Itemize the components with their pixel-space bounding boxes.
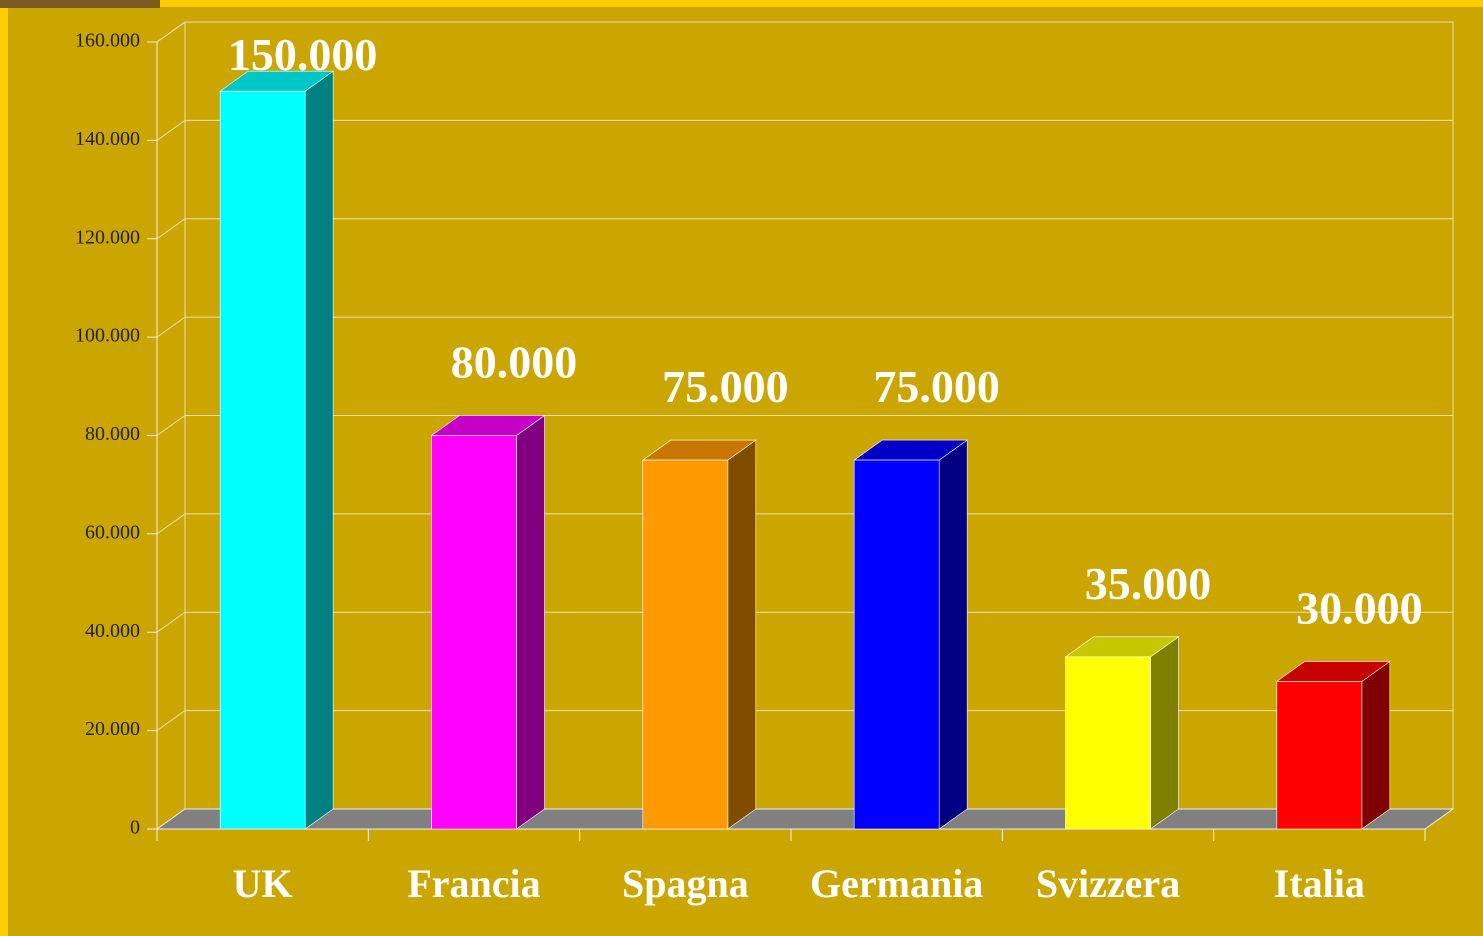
y-tick-label: 80.000 [85, 423, 140, 445]
corner-image [0, 0, 160, 8]
value-label: 80.000 [451, 337, 578, 388]
bar-side [938, 439, 968, 830]
grid-line [156, 710, 186, 732]
y-tick-label: 140.000 [75, 128, 140, 150]
grid-line [156, 21, 186, 43]
value-label: 30.000 [1296, 582, 1423, 633]
value-label: 150.000 [228, 29, 378, 80]
bar [1065, 656, 1151, 830]
y-tick-label: 100.000 [75, 325, 140, 347]
value-label: 75.000 [873, 361, 1000, 412]
x-tick-label: Svizzera [1036, 861, 1180, 906]
border-left [0, 0, 8, 936]
value-label: 75.000 [662, 361, 789, 412]
y-tick-label: 120.000 [75, 226, 140, 248]
grid-line [156, 513, 186, 535]
grid-line [156, 316, 186, 338]
floor [155, 808, 1455, 830]
grid-line [156, 119, 186, 141]
bar [219, 90, 306, 830]
bar [642, 459, 729, 830]
border-top [0, 0, 1483, 7]
grid-line [156, 611, 186, 633]
y-tick-label: 60.000 [85, 521, 140, 543]
grid-line [156, 415, 186, 436]
y-tick-label: 40.000 [85, 620, 140, 642]
x-tick-label: Italia [1274, 861, 1365, 906]
grid-line [156, 218, 186, 240]
bar [1276, 681, 1363, 830]
x-tick-label: Spagna [622, 861, 749, 906]
x-tick-label: Germania [810, 861, 983, 906]
x-tick-label: UK [233, 861, 293, 906]
value-label: 35.000 [1085, 558, 1212, 609]
y-tick-label: 160.000 [75, 30, 140, 52]
bar-side [516, 414, 545, 830]
bar-side [1361, 660, 1391, 830]
bar [431, 435, 517, 830]
bar-side [727, 439, 757, 830]
y-tick-label: 0 [130, 817, 140, 839]
x-tick-label: Francia [407, 861, 540, 906]
y-tick-label: 20.000 [85, 718, 140, 740]
bar [853, 459, 940, 830]
bar-side [1150, 636, 1179, 830]
bar-side [304, 70, 334, 830]
